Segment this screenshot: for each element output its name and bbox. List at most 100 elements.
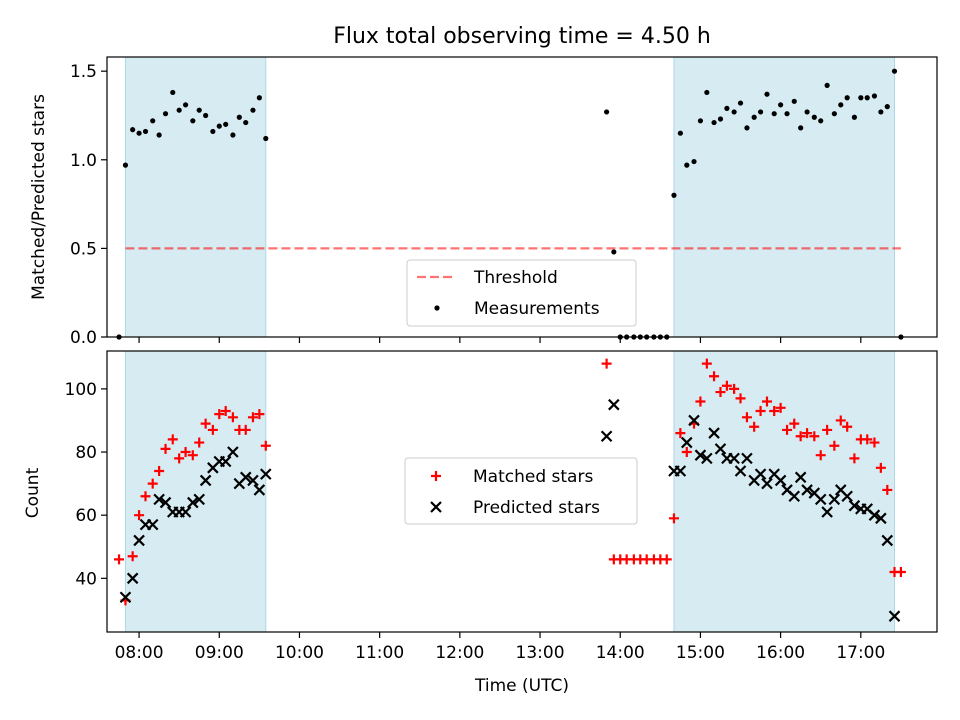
measurement-point xyxy=(691,158,697,165)
matched-stars-point xyxy=(782,424,793,435)
measurement-point xyxy=(798,125,804,131)
x-tick-label: 17:00 xyxy=(836,643,885,663)
measurement-point xyxy=(737,100,744,106)
predicted-stars-point xyxy=(814,493,827,506)
count-legend: Matched stars Predicted stars xyxy=(404,457,638,525)
matched-stars-point xyxy=(194,437,205,448)
measurement-point xyxy=(864,95,870,101)
matched-stars-point xyxy=(681,447,692,458)
measurement-point xyxy=(878,109,884,115)
measurement-point xyxy=(824,82,830,88)
measurement-point xyxy=(671,192,677,198)
y-tick-label: 60 xyxy=(75,506,97,526)
measurement-point xyxy=(176,107,182,113)
measurement-point xyxy=(711,119,717,126)
measurement-point xyxy=(778,102,784,108)
legend-measurement-label: Measurements xyxy=(474,299,600,319)
predicted-stars-point xyxy=(153,493,165,506)
measurement-point xyxy=(230,132,236,138)
matched-stars-point xyxy=(154,465,165,476)
matched-stars-point xyxy=(174,453,185,464)
count-panel: 40 60 80 100 08:00 09:00 10:00 11:00 12:00 13:00 1… xyxy=(65,350,938,663)
matched-stars-point xyxy=(822,424,833,435)
measurement-point xyxy=(182,102,189,108)
x-tick-label: 15:00 xyxy=(676,643,725,663)
predicted-stars-point xyxy=(801,484,813,496)
predicted-stars-point xyxy=(794,471,807,484)
measurement-point xyxy=(731,109,737,115)
legend-matched-swatch xyxy=(431,471,441,481)
matched-stars-point xyxy=(114,554,125,565)
matched-stars-point xyxy=(862,434,873,445)
measurement-point xyxy=(210,128,216,135)
predicted-stars-point xyxy=(881,534,894,547)
matched-stars-point xyxy=(761,396,772,407)
predicted-stars-point xyxy=(193,493,205,506)
predicted-stars-point xyxy=(788,490,801,503)
matched-stars-point xyxy=(795,431,806,442)
y-tick-label: 40 xyxy=(75,569,97,589)
predicted-stars-point xyxy=(848,499,861,512)
measurement-point xyxy=(611,249,617,255)
predicted-stars-point xyxy=(868,509,881,521)
x-tick-label: 13:00 xyxy=(516,643,565,663)
measurement-point xyxy=(130,127,136,133)
measurement-point xyxy=(744,125,750,131)
measurement-point xyxy=(150,118,156,124)
measurement-point xyxy=(831,111,837,117)
predicted-stars-point xyxy=(841,490,853,503)
matched-stars-point xyxy=(227,412,238,423)
measurement-point xyxy=(162,111,169,117)
matched-stars-point xyxy=(802,428,813,439)
measurement-point xyxy=(838,102,844,108)
predicted-stars-point xyxy=(199,474,212,487)
matched-stars-point xyxy=(240,424,251,435)
matched-stars-point xyxy=(134,510,145,521)
matched-stars-point xyxy=(247,412,258,423)
predicted-stars-point xyxy=(227,446,239,458)
predicted-stars-point xyxy=(146,518,159,531)
matched-stars-point xyxy=(220,405,231,416)
y-tick-label: 100 xyxy=(65,380,97,400)
measurement-point xyxy=(871,93,878,99)
legend-measurement-swatch xyxy=(434,305,440,311)
matched-stars-point xyxy=(140,491,151,502)
ratio-y-axis-label: Matched/Predicted stars xyxy=(29,94,49,300)
measurement-point xyxy=(604,109,610,115)
matched-stars-point xyxy=(842,421,853,432)
matched-stars-point xyxy=(809,431,820,442)
matched-stars-point xyxy=(207,424,218,435)
matched-stars-point xyxy=(675,428,686,439)
measurement-point xyxy=(884,104,890,110)
measurement-point xyxy=(724,105,730,111)
predicted-stars-point xyxy=(821,506,833,518)
legend-predicted-label: Predicted stars xyxy=(473,498,600,518)
matched-stars-point xyxy=(661,554,672,565)
matched-stars-point xyxy=(167,434,178,445)
predicted-stars-point xyxy=(133,534,145,547)
axes-frame xyxy=(106,56,938,338)
matched-stars-point xyxy=(601,358,612,369)
predicted-stars-point xyxy=(828,493,841,506)
predicted-stars-point xyxy=(126,572,139,585)
predicted-stars-point xyxy=(734,465,747,477)
predicted-stars-point xyxy=(600,430,613,443)
matched-stars-point xyxy=(127,551,138,562)
measurement-point xyxy=(190,118,196,124)
matched-stars-point xyxy=(160,443,171,454)
y-tick-label: 1.5 xyxy=(70,62,97,82)
matched-stars-point xyxy=(882,484,893,495)
observing-span-2 xyxy=(673,56,895,338)
predicted-stars-point xyxy=(260,468,272,480)
ratio-panel: 0.0 0.5 1.0 1.5 Threshold Measurements xyxy=(70,56,938,348)
predicted-stars-point xyxy=(888,610,901,622)
ratio-legend: Threshold Measurements xyxy=(406,259,637,327)
measurement-point xyxy=(142,128,149,135)
x-axis-label: Time (UTC) xyxy=(474,676,569,696)
predicted-stars-point xyxy=(774,474,787,487)
matched-stars-point xyxy=(709,371,720,382)
legend-predicted-swatch xyxy=(430,501,442,513)
y-tick-label: 80 xyxy=(75,443,97,463)
predicted-stars-point xyxy=(714,443,727,455)
